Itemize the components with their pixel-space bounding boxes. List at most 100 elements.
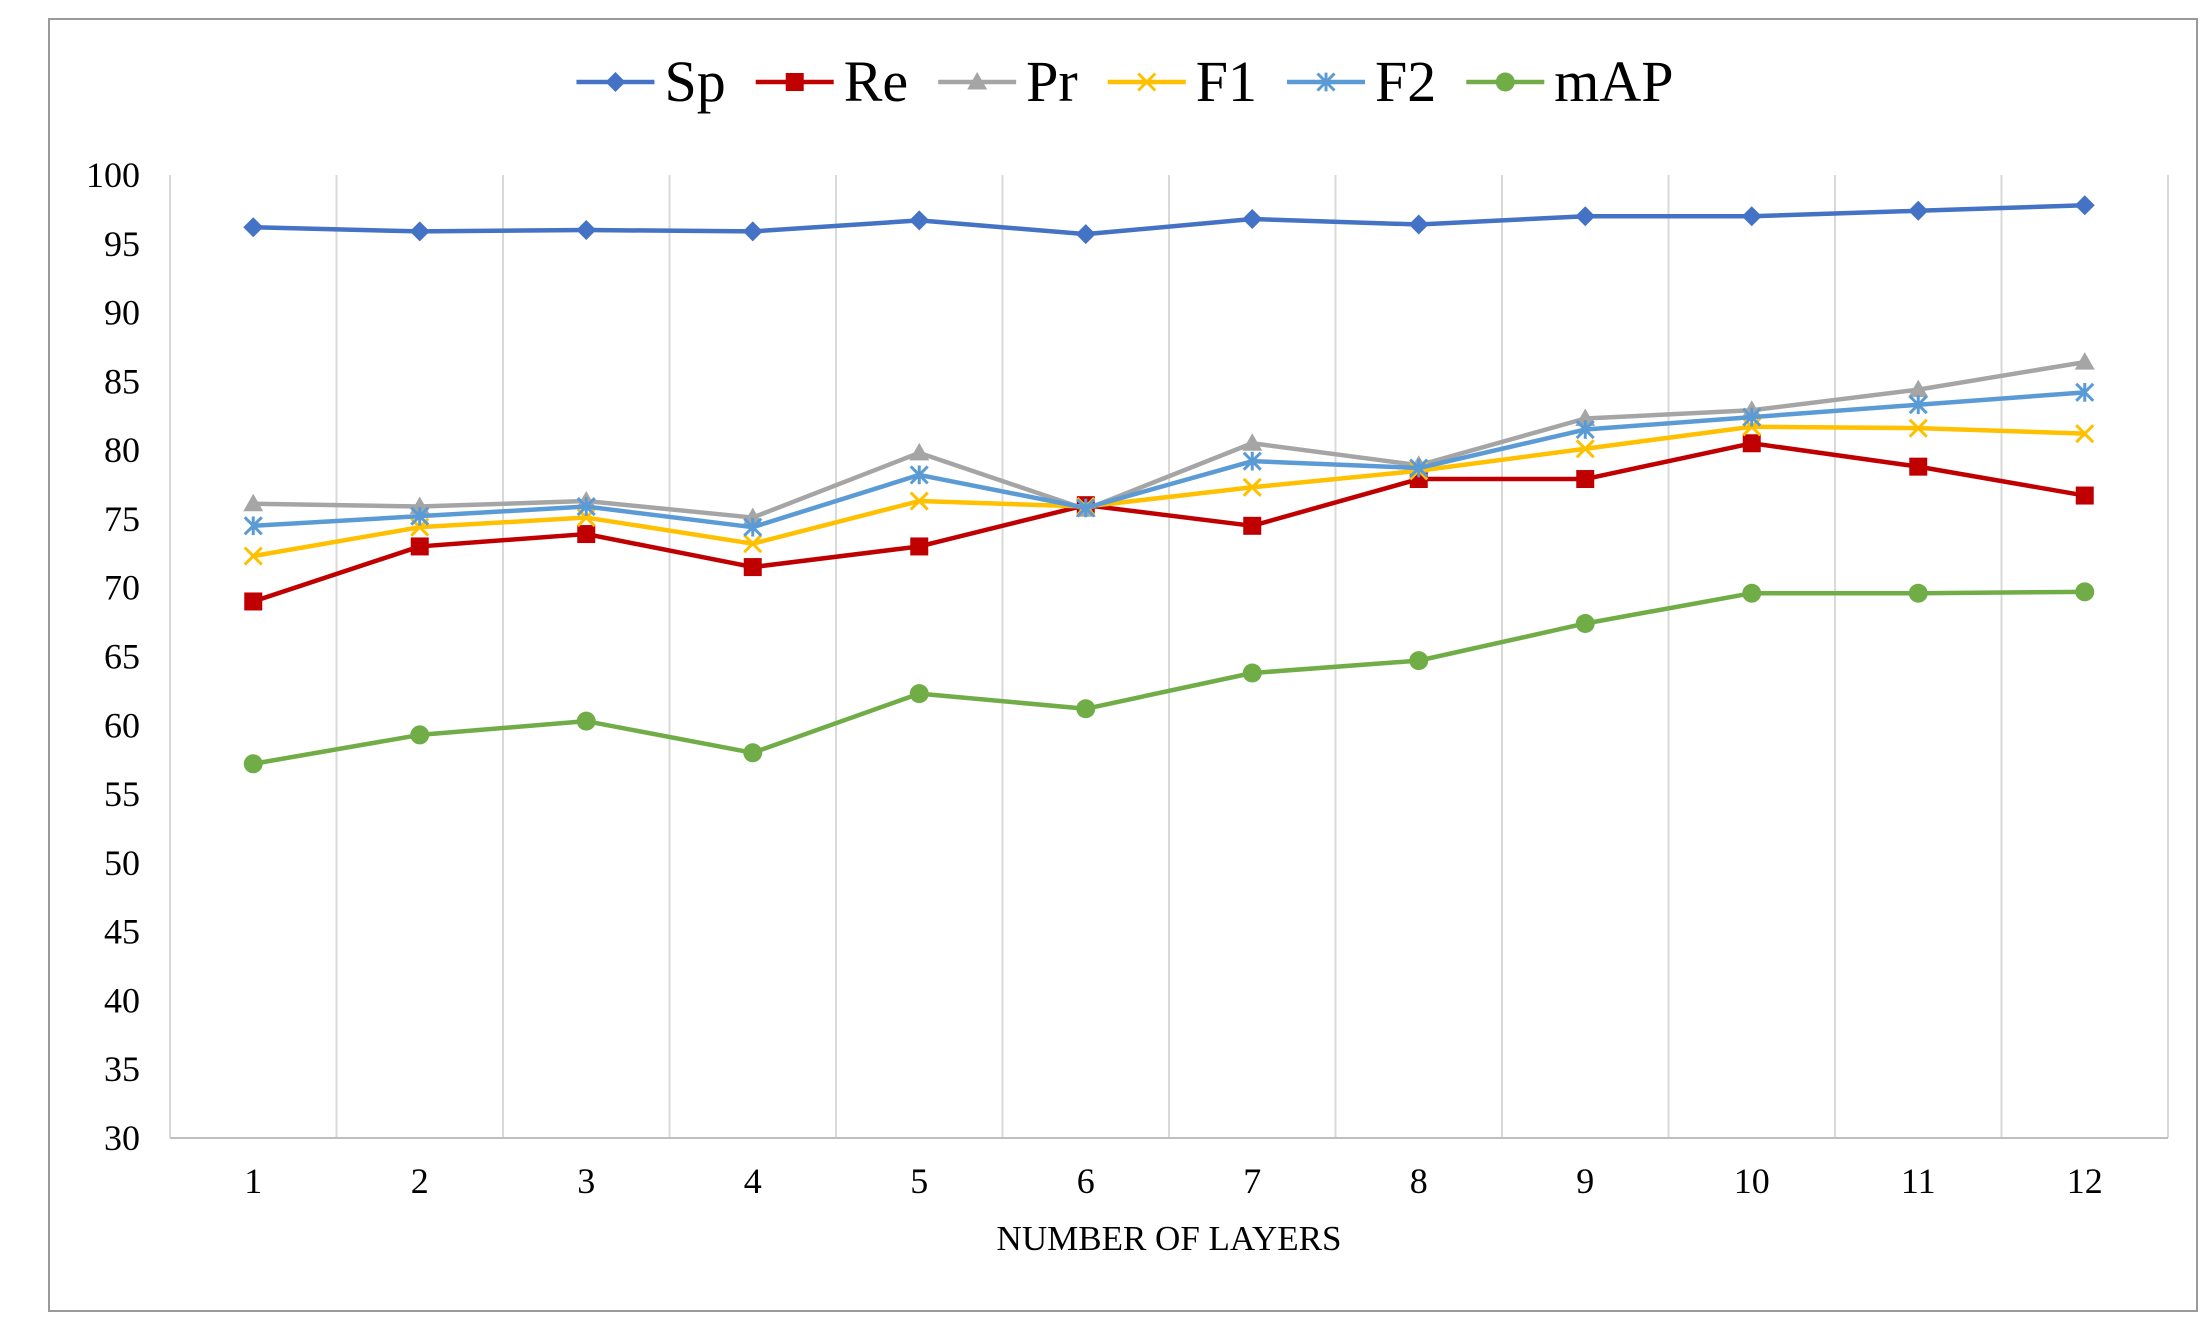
y-tick-label: 30 [104, 1118, 140, 1158]
x-tick-label: 7 [1243, 1161, 1261, 1201]
legend-marker-map [1495, 72, 1515, 92]
data-point-re [910, 537, 929, 556]
data-point-f2 [576, 496, 596, 517]
legend-marker-re [785, 73, 804, 91]
x-tick-label: 10 [1734, 1161, 1770, 1201]
series-line-f2 [253, 390, 2085, 530]
legend-label-sp: Sp [664, 49, 725, 114]
data-point-sp [1075, 224, 1096, 245]
y-tick-label: 95 [104, 224, 140, 264]
y-tick-label: 55 [104, 774, 140, 814]
y-axis: 30 35 40 45 50 55 60 65 70 75 80 85 90 95 100 [86, 155, 140, 1158]
legend-item-map: mAP [1466, 49, 1674, 114]
data-point-map [1908, 583, 1928, 603]
data-point-re [743, 558, 762, 577]
series-line-f1 [252, 424, 2085, 559]
data-point-pr [1575, 408, 1596, 427]
data-point-f2 [743, 517, 763, 537]
x-tick-label: 6 [1077, 1161, 1095, 1201]
legend-marker-pr [967, 72, 988, 90]
legend-item-re: Re [755, 49, 908, 114]
data-point-sp [409, 221, 430, 242]
x-tick-label: 8 [1410, 1161, 1428, 1201]
series-line-re [252, 441, 2086, 604]
data-point-re [1243, 516, 1262, 535]
data-point-pr [1908, 379, 1929, 398]
legend-label-f2: F2 [1375, 49, 1436, 114]
data-point-sp [1575, 206, 1596, 227]
x-tick-label: 2 [411, 1161, 429, 1201]
x-tick-label: 12 [2067, 1161, 2103, 1201]
y-tick-label: 85 [104, 361, 140, 401]
data-point-sp [2074, 195, 2095, 216]
data-point-f2 [2075, 382, 2095, 402]
x-axis-title: NUMBER OF LAYERS [997, 1219, 1342, 1258]
y-tick-label: 50 [104, 843, 140, 883]
data-point-f1 [1242, 477, 1262, 497]
data-point-f2 [410, 506, 430, 526]
x-axis: 1 2 3 4 5 6 7 8 9 10 11 12 [244, 1161, 2103, 1201]
data-point-map [410, 725, 430, 745]
data-point-f2 [1076, 498, 1096, 518]
x-tick-label: 1 [244, 1161, 262, 1201]
legend-label-map: mAP [1554, 49, 1673, 114]
data-point-map [243, 754, 263, 774]
data-point-re [410, 537, 429, 556]
data-point-map [743, 743, 763, 763]
x-tick-label: 3 [577, 1161, 595, 1201]
data-point-pr [909, 442, 930, 461]
data-point-f1 [1575, 439, 1595, 459]
data-point-pr [1242, 433, 1263, 451]
data-point-sp [1408, 214, 1429, 235]
y-tick-label: 80 [104, 430, 140, 470]
data-point-f2 [1575, 419, 1595, 440]
data-point-sp [243, 217, 264, 238]
legend-marker-f1 [1137, 72, 1157, 92]
data-point-sp [1908, 200, 1929, 221]
y-tick-label: 90 [104, 293, 140, 333]
data-point-f1 [743, 534, 763, 554]
series-f2 [243, 382, 2095, 537]
legend-item-pr: Pr [938, 49, 1078, 114]
data-point-f1 [243, 546, 263, 566]
legend: Sp Re Pr F1 F2 mAP [576, 49, 1674, 114]
y-tick-label: 60 [104, 705, 140, 745]
y-tick-label: 70 [104, 568, 140, 608]
data-point-f2 [1242, 451, 1262, 471]
y-tick-label: 75 [104, 499, 140, 539]
gridlines [169, 175, 2169, 1138]
legend-marker-sp [605, 72, 626, 92]
legend-label-pr: Pr [1026, 49, 1078, 114]
data-point-map [909, 684, 929, 704]
y-tick-label: 35 [104, 1049, 140, 1089]
data-point-re [1576, 470, 1595, 489]
data-point-map [1076, 699, 1096, 719]
legend-label-f1: F1 [1196, 49, 1257, 114]
legend-marker-f2 [1316, 72, 1336, 92]
data-point-map [1575, 613, 1595, 633]
legend-item-f2: F2 [1287, 49, 1436, 114]
data-point-re [577, 525, 596, 544]
legend-label-re: Re [844, 49, 908, 114]
data-point-f1 [2075, 424, 2095, 444]
data-point-map [1242, 663, 1262, 683]
data-point-f2 [243, 516, 263, 536]
data-point-pr [2074, 352, 2095, 370]
series-layer [243, 195, 2095, 774]
x-tick-label: 5 [910, 1161, 928, 1201]
x-tick-label: 9 [1576, 1161, 1594, 1201]
series-map [243, 582, 2095, 774]
series-f1 [243, 417, 2095, 566]
data-point-f2 [1908, 395, 1928, 415]
data-point-re [244, 592, 263, 611]
data-point-re [1909, 457, 1928, 476]
data-point-f2 [1409, 458, 1429, 478]
data-point-sp [742, 221, 763, 242]
legend-item-sp: Sp [576, 49, 726, 114]
series-line-pr [253, 359, 2086, 520]
data-point-re [1742, 434, 1761, 453]
data-point-sp [576, 220, 597, 241]
series-line-map [252, 589, 2085, 767]
